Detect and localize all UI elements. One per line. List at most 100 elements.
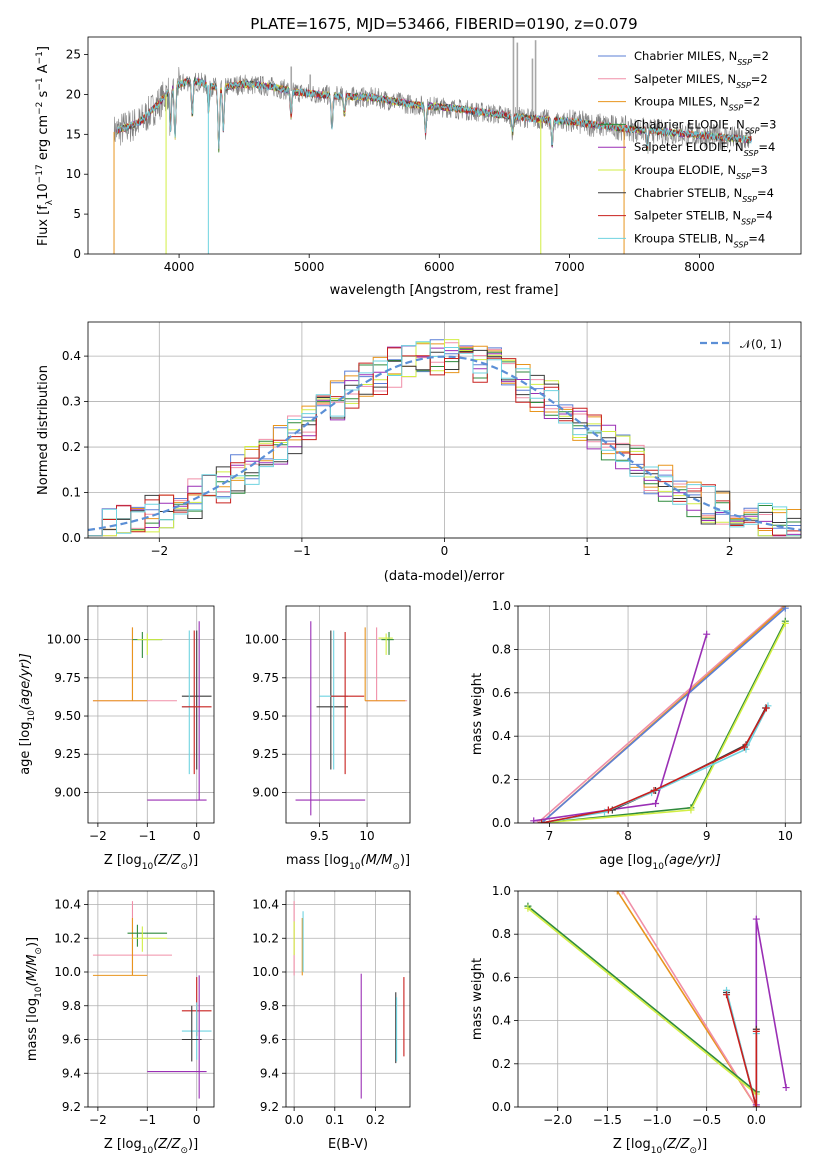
y-tick-label: 0.1: [62, 486, 81, 500]
y-tick-label: 0.4: [492, 729, 511, 743]
x-tick-label: −1.0: [642, 1113, 671, 1127]
y-tick-label: 0.0: [492, 816, 511, 830]
y-tick-label: 9.4: [260, 1066, 279, 1080]
y-tick-label: 10.4: [252, 898, 279, 912]
y-tick-label: 0.4: [62, 349, 81, 363]
y-tick-label: 10.2: [54, 931, 81, 945]
y-tick-label: 0.8: [492, 642, 511, 656]
x-tick-label: 5000: [294, 260, 325, 274]
y-tick-label: 9.00: [54, 785, 81, 799]
y-tick-label: 9.6: [62, 1033, 81, 1047]
plot-area: [530, 606, 789, 823]
weight-marker-kroupa_elodie: [524, 904, 532, 912]
weight-age-ylabel: mass weight: [470, 673, 485, 755]
legend-label: Kroupa ELODIE, NSSP=3: [634, 163, 768, 181]
model-spectrum-kroupa_elodie: [116, 78, 752, 150]
x-tick-label: 8: [624, 829, 632, 843]
weight-marker-salpeter_stelib: [604, 806, 612, 814]
y-tick-label: 10.00: [245, 633, 279, 647]
y-tick-label: 25: [66, 48, 81, 62]
histogram-salpeter_stelib: [88, 347, 801, 537]
mass-vs-ebv-panel: 0.0 0.1 0.2 9.2 9.4 9.6 9.8 10.0 10.2 10.4 E(B-V): [252, 890, 411, 1152]
residual-xlabel: (data-model)/error: [384, 569, 505, 584]
axes-frame: [87, 321, 802, 539]
x-tick-label: −2: [150, 544, 168, 558]
gaussian-curve: [88, 355, 801, 532]
y-tick-label: 9.75: [54, 671, 81, 685]
y-tick-label: 0.0: [62, 531, 81, 545]
legend-label: Salpeter MILES, NSSP=2: [634, 72, 768, 90]
weight-marker-salpeter_elodie: [752, 915, 760, 923]
mass-z-ylabel: mass [log10(M/M⊙)]: [25, 937, 44, 1061]
weight-line-chabrier_elodie: [541, 620, 787, 823]
weight-marker-salpeter_stelib: [752, 1027, 760, 1035]
weight-line-salpeter_elodie: [533, 633, 708, 822]
y-tick-label: 0.8: [492, 927, 511, 941]
x-tick-label: −2: [89, 829, 107, 843]
y-tick-label: 15: [66, 127, 81, 141]
legend-label: Chabrier MILES, NSSP=2: [634, 49, 769, 67]
weight-vs-z-panel: −2.0 −1.5 −1.0 −0.5 0.0 0.0 0.2 0.4 0.6 0.8 1.0 Z […: [470, 884, 802, 1156]
spectrum-title: PLATE=1675, MJD=53466, FIBERID=0190, z=0…: [250, 15, 637, 33]
residual-panel: −2 −1 0 1 2 0.0 0.1 0.2 0.3 0.4 (data-model)/error…: [36, 321, 802, 584]
legend-gauss-label: 𝒩(0, 1): [740, 337, 782, 351]
y-tick-label: 5: [73, 207, 81, 221]
x-tick-label: 0: [193, 1113, 201, 1127]
y-tick-label: 0: [73, 247, 81, 261]
x-tick-label: 6000: [424, 260, 455, 274]
x-tick-label: 0.0: [747, 1113, 766, 1127]
x-tick-label: 4000: [164, 260, 195, 274]
y-tick-label: 9.8: [62, 999, 81, 1013]
model-spectrum-kroupa_stelib: [116, 77, 752, 149]
y-tick-label: 10.0: [54, 965, 81, 979]
x-tick-label: −1: [138, 829, 156, 843]
y-tick-label: 9.25: [54, 747, 81, 761]
x-tick-label: −0.5: [692, 1113, 721, 1127]
plot-area: [524, 891, 790, 1107]
age-mass-xlabel: mass [log10(M/M⊙)]: [286, 853, 410, 872]
legend-label: Kroupa STELIB, NSSP=4: [634, 231, 765, 249]
spectrum-legend: Chabrier MILES, NSSP=2 Salpeter MILES, NS…: [598, 49, 776, 249]
axes-frame: [517, 890, 802, 1108]
x-tick-label: −2: [89, 1113, 107, 1127]
y-tick-label: 1.0: [492, 599, 511, 613]
weight-marker-salpeter_elodie: [703, 630, 711, 638]
y-tick-label: 10.2: [252, 931, 279, 945]
x-tick-label: −1: [138, 1113, 156, 1127]
plot-area: [92, 901, 212, 1099]
plot-area: [295, 621, 408, 816]
x-tick-label: 0: [441, 544, 449, 558]
weight-marker-salpeter_elodie: [782, 1084, 790, 1092]
axes-frame: [87, 890, 215, 1108]
weight-age-xlabel: age [log10(age/yr)]: [599, 853, 721, 872]
y-tick-label: 9.8: [260, 999, 279, 1013]
weight-z-ylabel: mass weight: [470, 958, 485, 1040]
weight-marker-kroupa_stelib: [600, 808, 608, 816]
y-tick-label: 10.0: [252, 965, 279, 979]
legend-label: Chabrier ELODIE, NSSP=3: [634, 117, 776, 135]
y-tick-label: 0.3: [62, 395, 81, 409]
y-tick-label: 1.0: [492, 884, 511, 898]
x-tick-label: 7: [546, 829, 554, 843]
y-tick-label: 9.2: [62, 1100, 81, 1114]
weight-z-xlabel: Z [log10(Z/Z⊙)]: [613, 1137, 707, 1156]
weight-line-salpeter_miles: [537, 606, 785, 823]
legend-label: Kroupa MILES, NSSP=2: [634, 95, 760, 113]
x-tick-label: 2: [726, 544, 734, 558]
spectrum-xlabel: wavelength [Angstrom, rest frame]: [330, 283, 559, 298]
model-spectrum-salpeter_stelib: [116, 77, 752, 149]
x-tick-label: 7000: [554, 260, 585, 274]
y-tick-label: 0.6: [492, 970, 511, 984]
y-tick-label: 9.00: [252, 785, 279, 799]
legend-label: Salpeter STELIB, NSSP=4: [634, 209, 773, 227]
y-tick-label: 10.4: [54, 898, 81, 912]
x-tick-label: −2.0: [543, 1113, 572, 1127]
y-tick-label: 9.75: [252, 671, 279, 685]
x-tick-label: 8000: [684, 260, 715, 274]
y-tick-label: 0.4: [492, 1014, 511, 1028]
axes-frame: [87, 605, 215, 824]
y-tick-label: 0.2: [62, 440, 81, 454]
x-tick-label: 0: [193, 829, 201, 843]
plot-area: [88, 339, 801, 537]
